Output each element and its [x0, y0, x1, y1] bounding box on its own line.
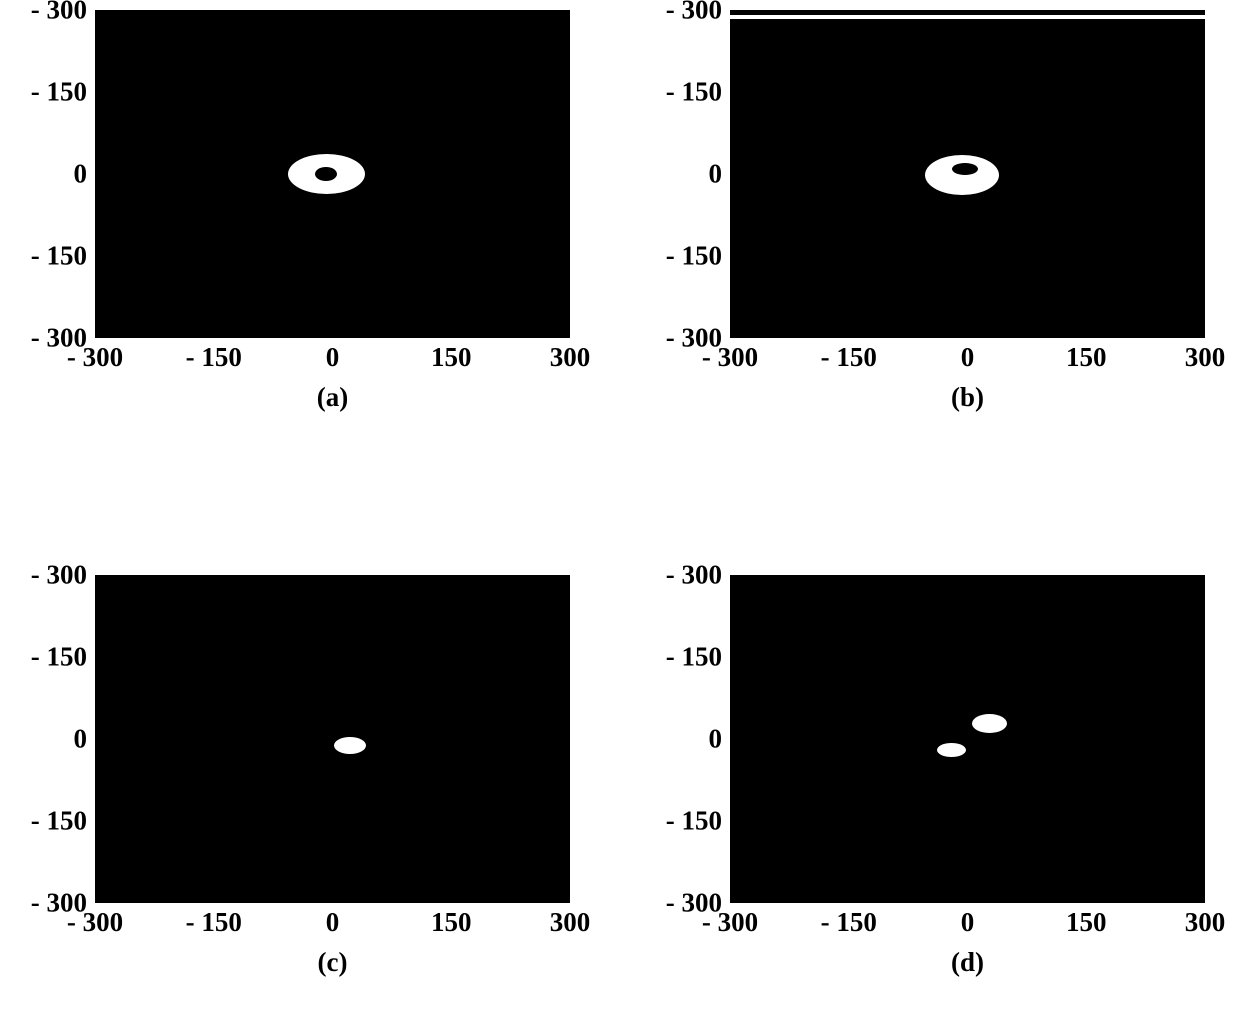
x-tick-label: 150	[431, 342, 472, 373]
x-tick-label: - 150	[821, 907, 877, 938]
panel-a-plot: - 300 - 150 0 - 150 - 300 - 300 - 150 0 …	[95, 10, 570, 338]
panel-d-plot: - 300 - 150 0 - 150 - 300 - 300 - 150 0 …	[730, 575, 1205, 903]
y-tick-label: - 300	[666, 560, 722, 591]
panel-b-x-ticks: - 300 - 150 0 150 300	[730, 338, 1205, 382]
y-tick-label: - 150	[666, 77, 722, 108]
x-tick-label: 0	[326, 342, 340, 373]
y-tick-label: - 150	[666, 241, 722, 272]
panel-a-x-ticks: - 300 - 150 0 150 300	[95, 338, 570, 382]
y-tick-label: - 150	[31, 77, 87, 108]
panel-a-y-ticks: - 300 - 150 0 - 150 - 300	[5, 10, 95, 338]
x-tick-label: 0	[961, 342, 975, 373]
y-tick-label: 0	[709, 159, 723, 190]
y-tick-label: - 300	[31, 0, 87, 26]
panel-a-caption: (a)	[95, 382, 570, 413]
panel-c-y-ticks: - 300 - 150 0 - 150 - 300	[5, 575, 95, 903]
panel-d-y-ticks: - 300 - 150 0 - 150 - 300	[640, 575, 730, 903]
panel-b-y-ticks: - 300 - 150 0 - 150 - 300	[640, 10, 730, 338]
y-tick-label: - 150	[31, 806, 87, 837]
figure-grid: - 300 - 150 0 - 150 - 300 - 300 - 150 0 …	[0, 0, 1240, 1029]
x-tick-label: 0	[326, 907, 340, 938]
panel-c-plot: - 300 - 150 0 - 150 - 300 - 300 - 150 0 …	[95, 575, 570, 903]
panel-c-blob-1	[334, 737, 366, 754]
y-tick-label: 0	[74, 724, 88, 755]
panel-b-plot: - 300 - 150 0 - 150 - 300 - 300 - 150 0 …	[730, 10, 1205, 338]
y-tick-label: - 150	[666, 642, 722, 673]
y-tick-label: 0	[74, 159, 88, 190]
panel-c-caption: (c)	[95, 947, 570, 978]
x-tick-label: 300	[550, 907, 591, 938]
x-tick-label: - 300	[67, 907, 123, 938]
panel-b-caption: (b)	[730, 382, 1205, 413]
x-tick-label: - 150	[186, 907, 242, 938]
panel-d-x-ticks: - 300 - 150 0 150 300	[730, 903, 1205, 947]
x-tick-label: 0	[961, 907, 975, 938]
panel-b-annulus-outer	[925, 155, 999, 195]
x-tick-label: 300	[1185, 342, 1226, 373]
x-tick-label: 300	[1185, 907, 1226, 938]
x-tick-label: 150	[431, 907, 472, 938]
panel-c-x-ticks: - 300 - 150 0 150 300	[95, 903, 570, 947]
panel-b-top-line	[730, 15, 1205, 19]
y-tick-label: - 300	[666, 0, 722, 26]
x-tick-label: - 150	[821, 342, 877, 373]
x-tick-label: 150	[1066, 342, 1107, 373]
x-tick-label: - 300	[702, 342, 758, 373]
panel-d-blob-1	[972, 714, 1007, 733]
x-tick-label: 300	[550, 342, 591, 373]
x-tick-label: - 150	[186, 342, 242, 373]
y-tick-label: - 150	[31, 241, 87, 272]
panel-d-caption: (d)	[730, 947, 1205, 978]
y-tick-label: - 300	[31, 560, 87, 591]
panel-a-annulus-hole	[315, 167, 337, 181]
x-tick-label: 150	[1066, 907, 1107, 938]
panel-d-blob-2	[937, 743, 966, 757]
y-tick-label: - 150	[666, 806, 722, 837]
x-tick-label: - 300	[67, 342, 123, 373]
y-tick-label: 0	[709, 724, 723, 755]
y-tick-label: - 150	[31, 642, 87, 673]
panel-b-annulus-hole	[952, 163, 978, 175]
x-tick-label: - 300	[702, 907, 758, 938]
